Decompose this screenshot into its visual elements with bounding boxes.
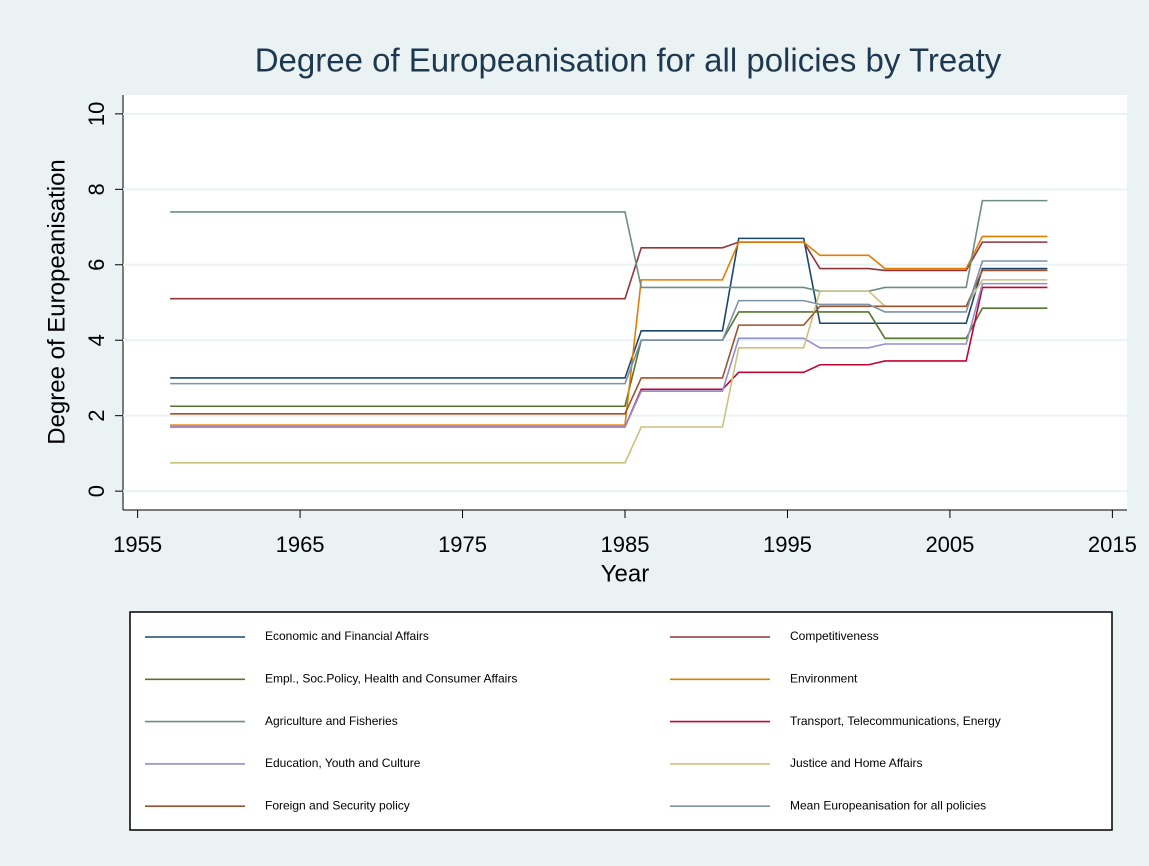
x-tick-label: 1975 (438, 532, 487, 557)
y-tick-label: 0 (84, 485, 109, 497)
chart-title: Degree of Europeanisation for all polici… (255, 42, 1002, 79)
plot-area (123, 95, 1127, 510)
y-axis-title: Degree of Europeanisation (43, 159, 70, 445)
legend-label: Agriculture and Fisheries (265, 714, 398, 728)
legend-label: Foreign and Security policy (265, 798, 410, 812)
legend-label: Competitiveness (790, 629, 879, 643)
y-tick-label: 4 (84, 334, 109, 346)
legend-label: Mean Europeanisation for all policies (790, 798, 986, 812)
x-tick-label: 1965 (276, 532, 325, 557)
series-line (170, 237, 1048, 379)
x-tick-label: 1985 (601, 532, 650, 557)
series-line (170, 235, 1048, 426)
series-line (170, 269, 1048, 415)
x-tick-label: 1955 (113, 532, 162, 557)
x-tick-label: 2015 (1088, 532, 1137, 557)
y-tick-label: 10 (84, 102, 109, 126)
series-line (170, 241, 1048, 300)
legend-label: Economic and Financial Affairs (265, 629, 429, 643)
legend (129, 611, 1113, 831)
legend-label: Environment (790, 671, 858, 685)
y-tick-label: 2 (84, 410, 109, 422)
legend-label: Transport, Telecommunications, Energy (790, 714, 1001, 728)
series-line (170, 199, 1048, 292)
x-tick-label: 2005 (925, 532, 974, 557)
legend-label: Justice and Home Affairs (790, 756, 923, 770)
series-line (170, 282, 1048, 428)
legend-label: Education, Youth and Culture (265, 756, 421, 770)
x-tick-label: 1995 (763, 532, 812, 557)
y-tick-label: 8 (84, 183, 109, 195)
series-line (170, 260, 1048, 385)
legend-label: Empl., Soc.Policy, Health and Consumer A… (265, 671, 517, 685)
y-tick-label: 6 (84, 259, 109, 271)
x-axis-title: Year (601, 560, 650, 587)
